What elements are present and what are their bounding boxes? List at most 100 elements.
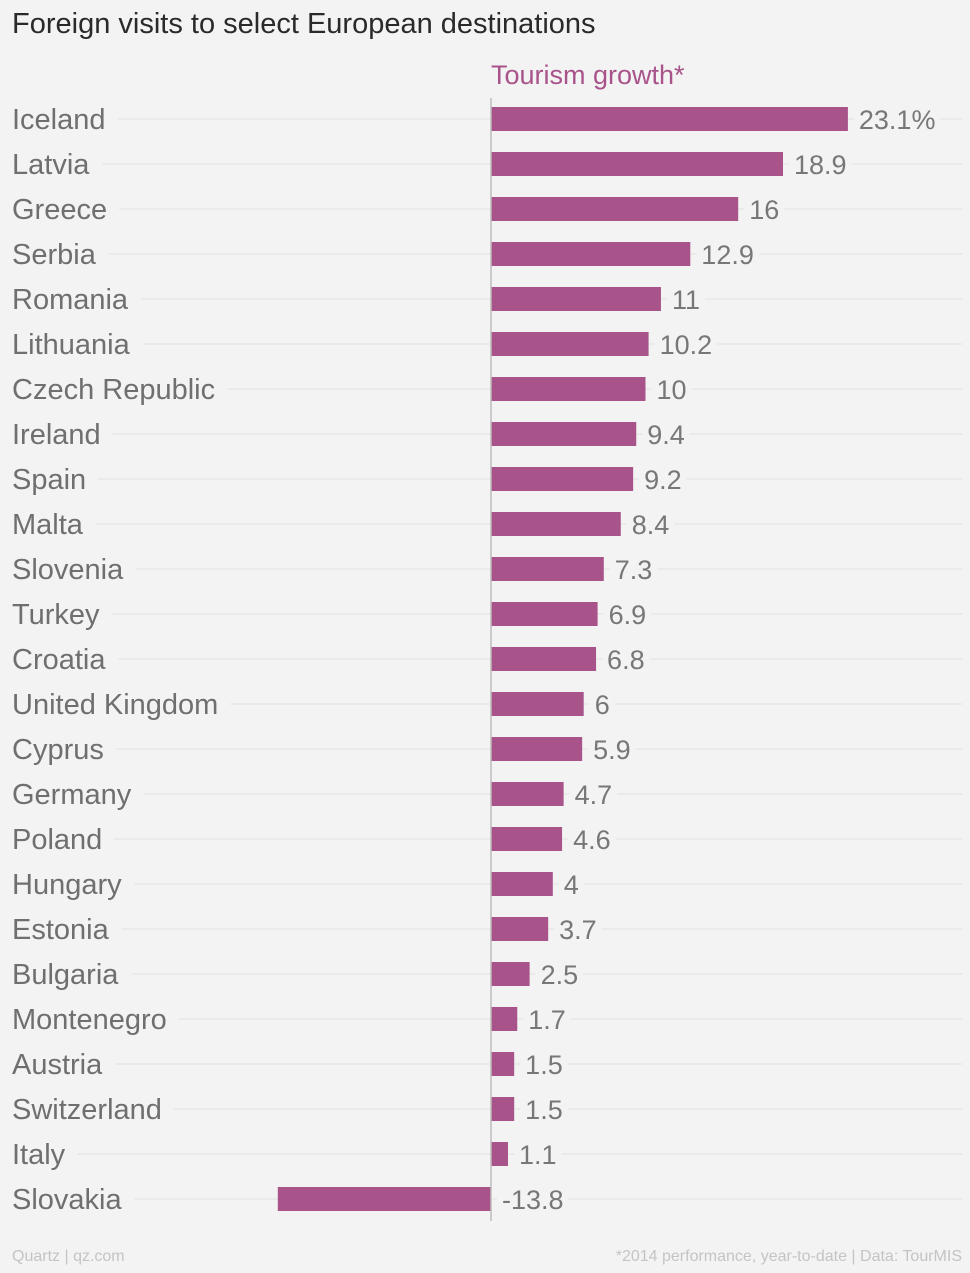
chart-title: Foreign visits to select European destin…: [12, 8, 596, 40]
category-label-background: [10, 1139, 78, 1171]
bar: [491, 422, 637, 446]
category-label-background: [10, 869, 135, 901]
value-label-background: [639, 465, 687, 495]
category-label: Spain: [12, 464, 86, 496]
category-label: Switzerland: [12, 1094, 162, 1126]
category-label: Latvia: [12, 149, 90, 181]
category-label: Iceland: [12, 104, 106, 136]
footnote: *2014 performance, year-to-date | Data: …: [615, 1248, 962, 1265]
bar: [491, 1142, 508, 1166]
category-label-background: [10, 599, 113, 631]
value-label-background: [853, 105, 941, 135]
value-label: 4.6: [573, 825, 611, 855]
source-credit: Quartz | qz.com: [12, 1248, 125, 1265]
category-label-background: [10, 194, 120, 226]
value-label: 11: [672, 285, 700, 315]
value-label-background: [513, 1140, 562, 1170]
value-label-background: [535, 960, 584, 990]
category-label: Lithuania: [12, 329, 131, 361]
category-label: Montenegro: [12, 1004, 167, 1036]
value-label: 4: [564, 870, 579, 900]
bar: [491, 737, 583, 761]
value-label-background: [554, 915, 602, 945]
value-labels: 23.1% 18.9 16 12.911 10.2 10 9.4 9.2 8.4 7.3 6.9 6.…: [497, 105, 941, 1215]
category-label: United Kingdom: [12, 689, 218, 721]
category-label: Malta: [12, 509, 84, 541]
category-label-background: [10, 374, 228, 406]
bar-chart: Tourism growth* Iceland Latvia Greece Serbi…: [10, 60, 962, 1221]
bar: [491, 197, 739, 221]
bar: [491, 647, 597, 671]
value-label-background: [568, 825, 616, 855]
category-label-background: [10, 149, 103, 181]
category-label-background: [10, 644, 119, 676]
category-label-background: [10, 419, 113, 451]
category-label: Greece: [12, 194, 107, 226]
value-label: 1.5: [525, 1095, 563, 1125]
value-label-background: [558, 870, 584, 900]
category-label-background: [10, 824, 115, 856]
value-label-background: [520, 1050, 568, 1080]
value-label-background: [569, 780, 618, 810]
category-label-background: [10, 914, 122, 946]
category-label-background: [10, 284, 141, 316]
category-label: Bulgaria: [12, 959, 119, 991]
value-label: 16: [749, 195, 779, 225]
category-label: Estonia: [12, 914, 110, 946]
value-label: 23.1%: [859, 105, 936, 135]
bar: [491, 782, 564, 806]
value-label: 6: [595, 690, 610, 720]
bar: [491, 602, 598, 626]
value-label: 12.9: [701, 240, 754, 270]
bar: [491, 872, 553, 896]
bar: [491, 107, 848, 131]
value-label: 7.3: [615, 555, 653, 585]
category-label: Romania: [12, 284, 129, 316]
bar: [491, 1097, 515, 1121]
value-label-background: [588, 735, 636, 765]
category-label: Croatia: [12, 644, 106, 676]
bar: [491, 827, 563, 851]
category-label: Turkey: [12, 599, 100, 631]
value-label-background: [651, 375, 692, 405]
category-label: Slovakia: [12, 1184, 122, 1216]
value-label: 18.9: [794, 150, 847, 180]
category-label-background: [10, 1094, 174, 1126]
bar: [277, 1187, 491, 1211]
value-label-background: [523, 1005, 571, 1035]
bar: [491, 557, 604, 581]
value-label: 10: [657, 375, 687, 405]
value-label-background: [520, 1095, 568, 1125]
bar: [491, 377, 646, 401]
value-label: 1.1: [519, 1140, 557, 1170]
value-label: 6.9: [609, 600, 647, 630]
category-label-background: [10, 734, 116, 766]
value-label-background: [642, 420, 690, 450]
value-label: 6.8: [607, 645, 645, 675]
value-label-background: [696, 240, 759, 270]
value-label-background: [626, 510, 675, 540]
category-label-background: [10, 959, 132, 991]
category-label: Czech Republic: [12, 374, 215, 406]
value-label: 1.5: [525, 1050, 563, 1080]
bar: [491, 1007, 518, 1031]
value-label: 5.9: [593, 735, 631, 765]
value-label-background: [602, 645, 650, 675]
value-label: 10.2: [660, 330, 713, 360]
value-label-background: [609, 555, 658, 585]
bar: [491, 692, 584, 716]
bar: [491, 467, 634, 491]
category-label-background: [10, 329, 143, 361]
value-label-background: [603, 600, 652, 630]
value-label: 9.2: [644, 465, 682, 495]
bar: [491, 242, 691, 266]
category-label-background: [10, 1184, 135, 1216]
value-label-background: [666, 285, 705, 315]
category-label-background: [10, 509, 96, 541]
value-label: 2.5: [541, 960, 579, 990]
value-label: 1.7: [528, 1005, 566, 1035]
bar: [491, 962, 530, 986]
bar: [491, 332, 649, 356]
value-label: 3.7: [559, 915, 597, 945]
bars: [277, 107, 848, 1211]
